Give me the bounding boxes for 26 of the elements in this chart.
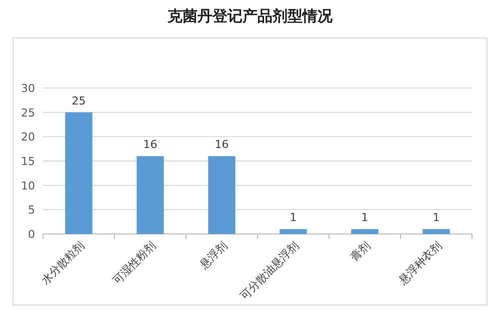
y-tick-label: 25: [21, 106, 35, 120]
x-tick-label: 可分散油悬浮剂: [238, 238, 302, 303]
x-tick-label: 悬浮剂: [196, 238, 230, 272]
data-label: 16: [143, 138, 158, 152]
y-tick-label: 5: [28, 204, 35, 217]
y-tick-label: 30: [21, 82, 35, 95]
bar: [280, 229, 307, 234]
data-label: 1: [432, 211, 440, 224]
y-tick-label: 0: [28, 228, 35, 241]
data-label: 1: [361, 211, 368, 224]
data-label: 16: [214, 138, 229, 152]
bar: [65, 112, 92, 234]
x-tick-label: 悬浮种衣剂: [396, 238, 444, 288]
bar: [136, 156, 164, 234]
data-label: 1: [290, 211, 297, 224]
bar: [351, 229, 378, 234]
x-tick-label: 膏剂: [348, 238, 373, 264]
x-tick-label: 水分散粒剂: [38, 238, 87, 288]
y-tick-label: 15: [21, 155, 35, 168]
y-tick-label: 10: [21, 179, 35, 192]
bar: [208, 156, 236, 234]
bar: [422, 229, 450, 234]
y-tick-label: 20: [21, 130, 35, 144]
chart-title: 克菌丹登记产品剂型情况: [166, 7, 334, 25]
data-label: 25: [72, 94, 86, 108]
x-tick-label: 可湿性粉剂: [110, 238, 158, 288]
